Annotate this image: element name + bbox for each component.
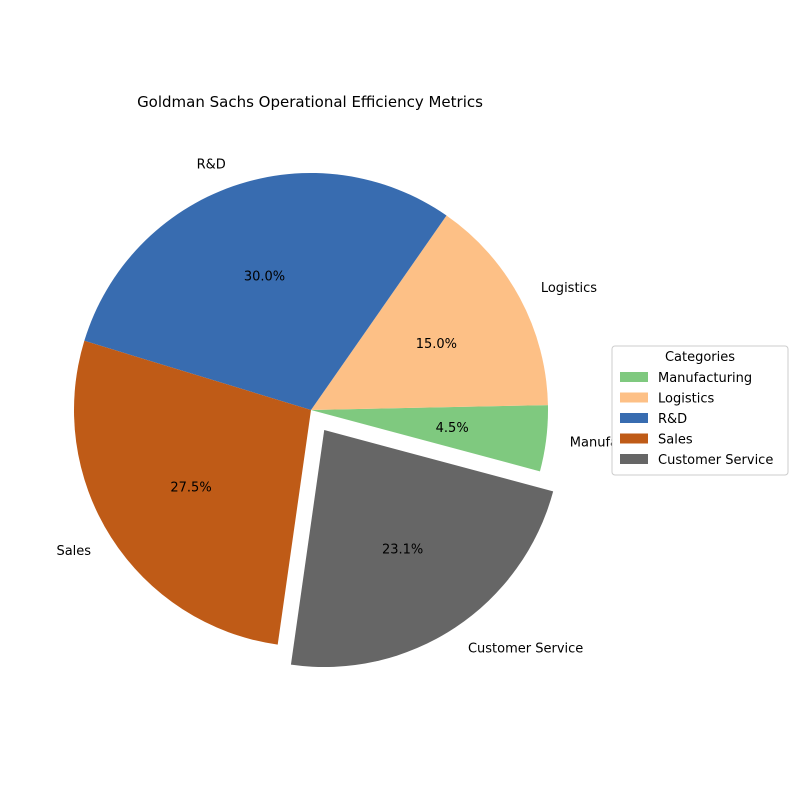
legend-title: Categories	[665, 350, 735, 365]
chart-title: Goldman Sachs Operational Efficiency Met…	[137, 93, 483, 111]
slice-label-customer-service: Customer Service	[468, 642, 583, 657]
legend-label-logistics: Logistics	[658, 392, 714, 407]
slice-label-r-d: R&D	[197, 158, 226, 173]
legend-label-r-d: R&D	[658, 412, 687, 427]
legend-label-sales: Sales	[658, 433, 693, 448]
pct-label-customer-service: 23.1%	[382, 543, 423, 558]
legend-swatch-r-d	[620, 413, 648, 423]
pct-label-logistics: 15.0%	[416, 337, 457, 352]
legend-box	[611, 345, 789, 476]
legend-label-customer-service: Customer Service	[658, 453, 773, 468]
pie-slice-customer-service	[290, 430, 554, 668]
pct-label-manufacturing: 4.5%	[436, 421, 469, 436]
slice-label-sales: Sales	[56, 544, 91, 559]
pct-label-sales: 27.5%	[170, 480, 211, 495]
legend: Categories Manufacturing Logistics R&D Sale…	[611, 345, 789, 476]
pie-slice-logistics	[311, 215, 548, 410]
pie-slice-sales	[74, 340, 311, 645]
pct-label-r-d: 30.0%	[244, 270, 285, 285]
pie-slice-manufacturing	[311, 405, 548, 472]
pie-slices	[74, 173, 554, 668]
legend-swatch-manufacturing	[620, 372, 648, 382]
pie-slice-r-d	[84, 173, 447, 410]
legend-swatch-customer-service	[620, 454, 648, 464]
legend-label-manufacturing: Manufacturing	[658, 371, 752, 386]
slice-label-logistics: Logistics	[541, 281, 597, 296]
legend-swatch-sales	[620, 433, 648, 444]
pie-labels: 4.5%Manufacturing15.0%Logistics30.0%R&D2…	[56, 158, 663, 657]
legend-items: Manufacturing Logistics R&D Sales Customer S…	[620, 371, 773, 468]
legend-swatch-logistics	[620, 392, 648, 403]
